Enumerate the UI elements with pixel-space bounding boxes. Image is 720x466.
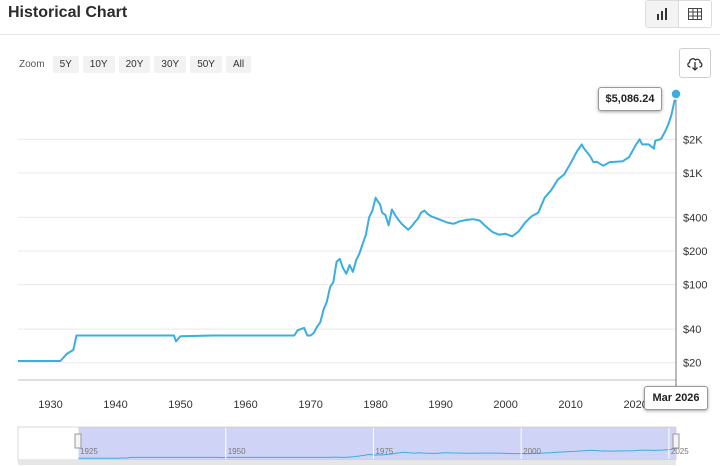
navigator-scrollbar[interactable]	[18, 460, 676, 465]
zoom-label: Zoom	[19, 59, 45, 70]
x-tick-label: 1930	[38, 399, 62, 411]
x-tick-label: 2010	[558, 399, 582, 411]
navigator-tick-label: 1925	[80, 447, 98, 456]
download-button[interactable]	[679, 48, 711, 78]
y-tick-label: $100	[683, 280, 707, 292]
value-tooltip: $5,086.24	[598, 87, 662, 111]
y-tick-label: $400	[683, 212, 707, 224]
navigator-series-line	[78, 447, 677, 459]
y-tick-label: $2K	[683, 134, 703, 146]
x-tick-label: 1970	[298, 399, 322, 411]
table-view-button[interactable]	[678, 1, 711, 27]
bar-chart-icon	[657, 8, 667, 20]
navigator-selection[interactable]	[78, 427, 676, 460]
x-tick-label: 1960	[233, 399, 257, 411]
price-series-line	[18, 93, 677, 362]
x-tick-label: 2000	[493, 399, 517, 411]
zoom-30y-button[interactable]: 30Y	[154, 56, 187, 73]
navigator-left-handle[interactable]	[74, 433, 82, 449]
navigator-tick-label: 2000	[523, 447, 541, 456]
x-tick-label: 1940	[103, 399, 127, 411]
range-navigator[interactable]: 1925 1950 1975 2000 2025	[17, 426, 689, 465]
zoom-all-button[interactable]: All	[225, 56, 252, 73]
zoom-bar: Zoom 5Y 10Y 20Y 30Y 50Y All	[19, 56, 255, 73]
zoom-5y-button[interactable]: 5Y	[52, 56, 79, 73]
zoom-50y-button[interactable]: 50Y	[190, 56, 222, 73]
last-point-marker[interactable]	[670, 88, 682, 100]
date-tooltip: Mar 2026	[644, 386, 708, 410]
navigator-tick-label: 1975	[375, 447, 393, 456]
table-icon	[688, 8, 702, 20]
y-tick-label: $20	[683, 358, 701, 370]
page-title: Historical Chart	[8, 4, 128, 21]
y-tick-label: $200	[683, 246, 707, 258]
zoom-10y-button[interactable]: 10Y	[82, 56, 115, 73]
cloud-download-icon	[687, 58, 703, 71]
x-tick-label: 1950	[168, 399, 192, 411]
navigator-right-handle[interactable]	[672, 433, 680, 449]
x-tick-label: 1990	[428, 399, 452, 411]
navigator-tick-label: 1950	[228, 447, 246, 456]
y-tick-label: $40	[683, 324, 701, 336]
view-toggle	[645, 0, 712, 28]
chart-view-button[interactable]	[646, 1, 678, 27]
y-tick-label: $1K	[683, 168, 703, 180]
x-tick-label: 2020	[623, 399, 647, 411]
zoom-20y-button[interactable]: 20Y	[118, 56, 151, 73]
x-tick-label: 1980	[363, 399, 387, 411]
navigator-tick-label: 2025	[671, 447, 689, 456]
chart-header: Historical Chart	[0, 0, 720, 35]
